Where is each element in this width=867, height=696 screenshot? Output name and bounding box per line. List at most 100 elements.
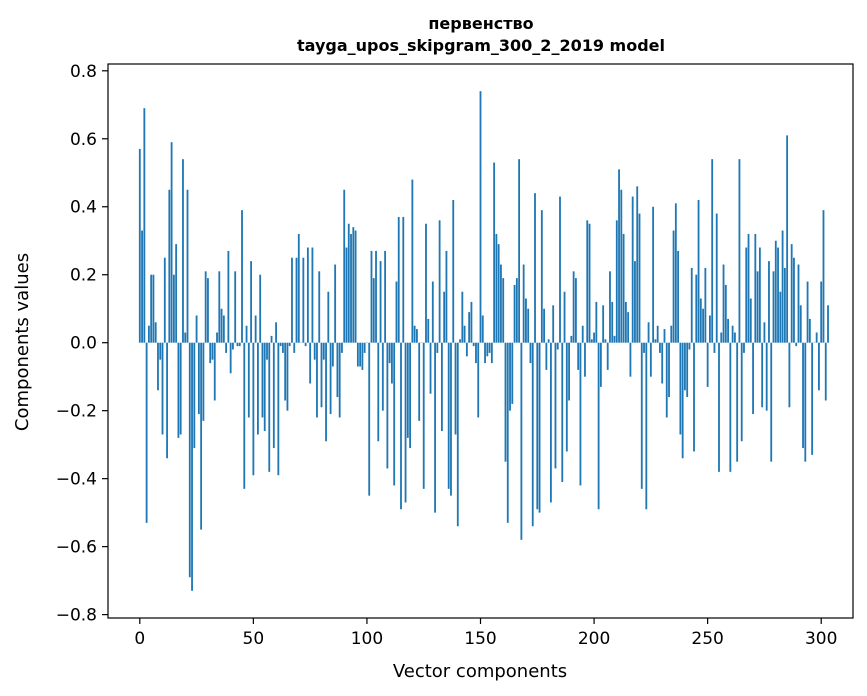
bar [147, 325, 150, 343]
bar [177, 342, 180, 438]
bar [325, 342, 327, 442]
bar [450, 342, 452, 496]
bar [674, 203, 677, 343]
bar [277, 342, 280, 476]
y-tick-label: 0.2 [70, 266, 97, 286]
bar [820, 281, 823, 343]
bar [697, 199, 700, 343]
bar [363, 342, 366, 353]
bar [354, 230, 357, 343]
bar [293, 342, 296, 353]
bar [656, 325, 659, 343]
bar [152, 274, 155, 343]
bar [695, 274, 698, 343]
bar [440, 342, 443, 432]
bar [711, 159, 714, 343]
bar [638, 213, 641, 343]
bar [770, 342, 773, 462]
bar [811, 342, 814, 455]
bar [665, 342, 668, 418]
bar [531, 342, 534, 527]
bar [565, 342, 568, 452]
bar [413, 325, 416, 343]
bar [790, 244, 793, 343]
bar [808, 318, 811, 343]
bar [618, 169, 620, 343]
bar [802, 342, 804, 449]
bar [527, 308, 530, 343]
bar [377, 342, 380, 442]
bar [447, 342, 450, 489]
bar [786, 135, 789, 343]
bar [415, 329, 418, 343]
bar [209, 342, 212, 364]
bar [788, 342, 791, 408]
bar [515, 278, 518, 343]
bar [522, 264, 525, 343]
bar [595, 301, 598, 343]
bar [627, 312, 630, 343]
bar [279, 342, 282, 347]
bar [434, 342, 436, 513]
bar [574, 278, 577, 343]
bar [797, 264, 800, 343]
bar [216, 332, 218, 343]
bar [677, 250, 680, 343]
bar [225, 342, 228, 353]
bar [822, 210, 825, 343]
bar [232, 342, 234, 350]
bar [479, 91, 482, 343]
bar [570, 335, 573, 343]
bar [157, 342, 159, 391]
y-tick-label: −0.6 [56, 538, 97, 558]
x-axis-ticks: 0 50 100 150 200 250 300 [134, 618, 837, 649]
bar [783, 267, 786, 343]
bar [590, 339, 593, 343]
bar [636, 186, 639, 343]
x-tick-label: 150 [464, 629, 496, 649]
bar [452, 199, 455, 343]
bar [422, 342, 425, 489]
bar [368, 342, 371, 496]
bar [266, 342, 268, 360]
bar [763, 322, 766, 343]
bar [631, 196, 634, 343]
bar [538, 342, 541, 513]
bar [259, 274, 262, 343]
bar [459, 339, 461, 343]
bar [629, 342, 632, 377]
bar [381, 342, 384, 411]
bar [561, 342, 564, 483]
bar [454, 342, 457, 435]
bar [145, 342, 148, 523]
bar [718, 342, 720, 472]
bar [670, 325, 673, 343]
bar [320, 342, 323, 408]
y-tick-label: −0.4 [56, 470, 97, 490]
x-tick-label: 250 [691, 629, 723, 649]
bar [288, 342, 291, 347]
bar [361, 342, 364, 370]
bar [824, 342, 827, 401]
bar [761, 342, 764, 408]
bar [257, 342, 259, 435]
bar [702, 308, 704, 343]
bar [202, 342, 205, 421]
bar [733, 332, 736, 343]
bar [182, 159, 184, 343]
bar [602, 305, 605, 343]
x-axis-label: Vector components [393, 661, 567, 682]
bar [815, 332, 818, 343]
bar [568, 342, 570, 401]
bar [654, 339, 657, 343]
bar [495, 233, 498, 343]
bar [161, 342, 164, 435]
y-axis-label: Components values [12, 253, 33, 431]
bar [375, 250, 377, 343]
bar [461, 291, 464, 343]
bar [827, 305, 829, 343]
bar [163, 257, 166, 343]
bar [752, 342, 754, 415]
y-tick-label: −0.2 [56, 402, 97, 422]
bar [765, 342, 768, 411]
